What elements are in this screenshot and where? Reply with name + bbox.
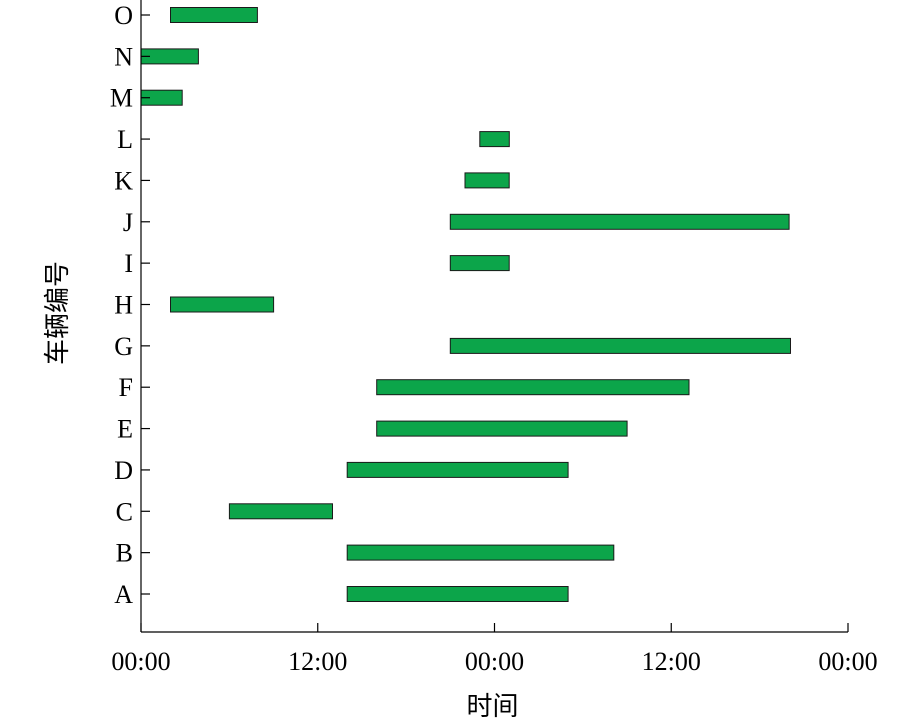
y-tick-label-O: O xyxy=(114,1,133,30)
bar-A xyxy=(346,586,569,602)
bar-H xyxy=(170,296,275,313)
bar-I xyxy=(449,255,510,272)
bar-C xyxy=(228,503,333,520)
bar-D xyxy=(346,461,569,478)
y-tick-label-N: N xyxy=(114,42,133,71)
y-tick-label-B: B xyxy=(116,539,133,568)
bars-layer xyxy=(140,7,791,602)
x-tick-label-0: 00:00 xyxy=(111,647,170,676)
y-tick-label-H: H xyxy=(114,291,133,320)
y-tick-label-K: K xyxy=(114,166,133,195)
y-axis-title: 车辆编号 xyxy=(43,261,73,365)
x-axis-title: 时间 xyxy=(466,692,518,722)
x-axis: 00:00 12:00 00:00 12:00 00:00 xyxy=(111,623,878,676)
x-tick-label-2: 00:00 xyxy=(465,647,524,676)
x-tick-label-4: 00:00 xyxy=(818,647,877,676)
bar-E xyxy=(376,420,628,437)
y-tick-label-M: M xyxy=(110,84,133,113)
bar-K xyxy=(464,172,510,189)
y-tick-label-L: L xyxy=(117,125,133,154)
bar-F xyxy=(376,379,690,396)
bar-O xyxy=(170,7,258,23)
bar-G xyxy=(449,337,791,354)
bar-B xyxy=(346,544,615,561)
x-tick-label-3: 12:00 xyxy=(642,647,701,676)
y-tick-label-C: C xyxy=(116,497,133,526)
x-tick-label-1: 12:00 xyxy=(288,647,347,676)
y-tick-label-J: J xyxy=(123,208,133,237)
y-tick-label-A: A xyxy=(114,580,133,609)
bar-J xyxy=(449,213,790,230)
y-tick-label-I: I xyxy=(124,249,133,278)
bar-L xyxy=(479,131,510,148)
y-tick-label-F: F xyxy=(119,373,133,402)
y-tick-label-D: D xyxy=(114,456,133,485)
y-tick-label-E: E xyxy=(117,415,133,444)
y-tick-label-G: G xyxy=(114,332,133,361)
